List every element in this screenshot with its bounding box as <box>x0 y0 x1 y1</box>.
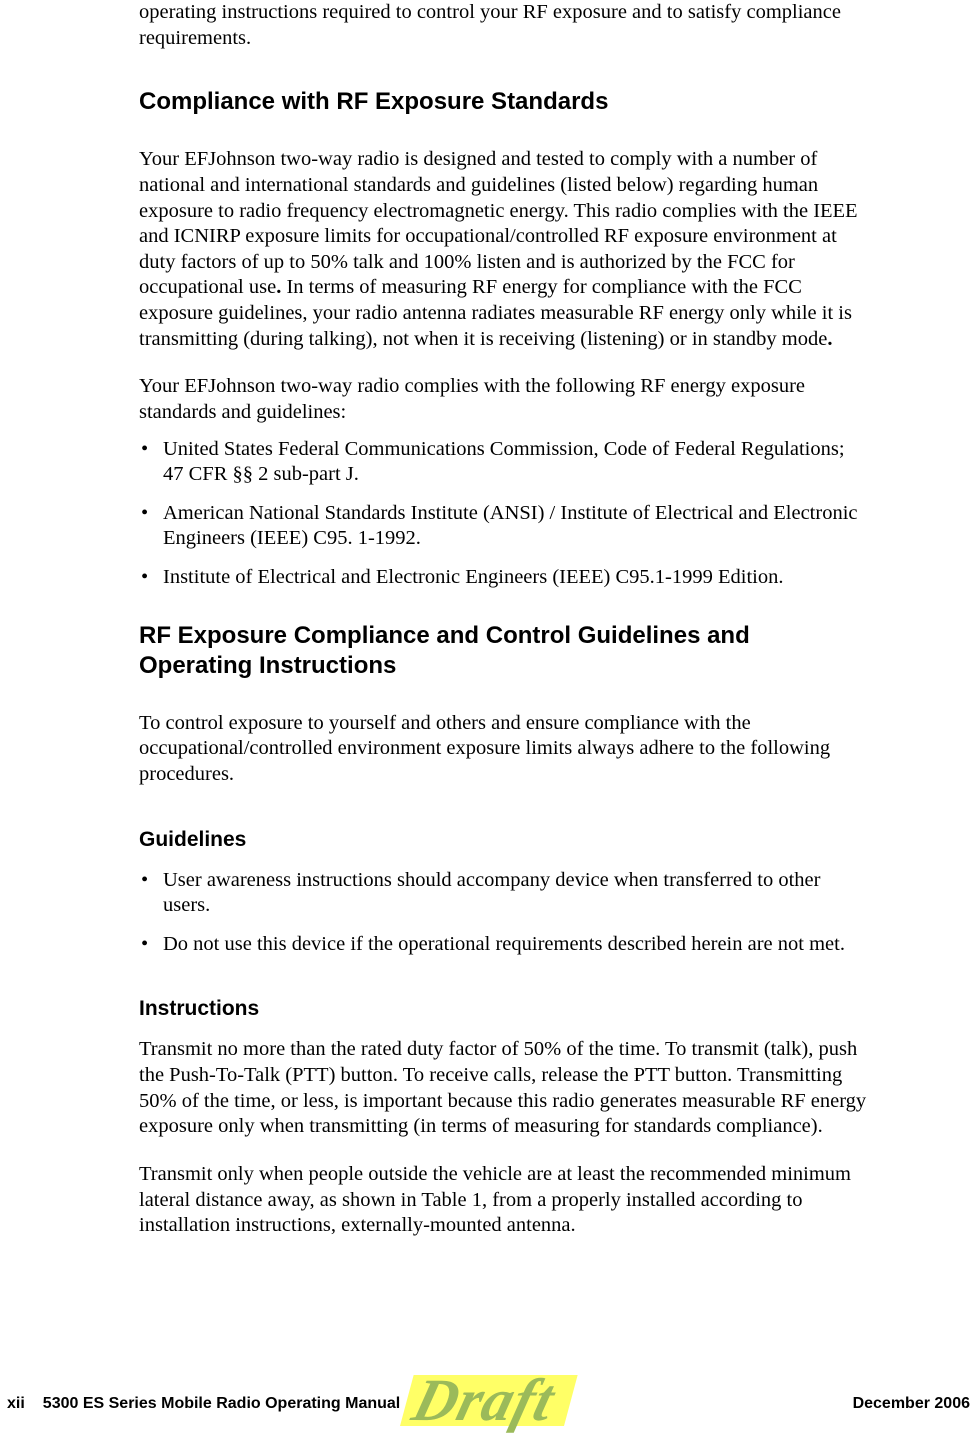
manual-title: 5300 ES Series Mobile Radio Operating Ma… <box>43 1395 400 1413</box>
instructions-paragraph-1: Transmit no more than the rated duty fac… <box>139 1037 867 1140</box>
instructions-paragraph-2: Transmit only when people outside the ve… <box>139 1162 867 1239</box>
list-item: User awareness instructions should accom… <box>139 868 867 919</box>
list-item: United States Federal Communications Com… <box>139 437 867 488</box>
guidelines-bullet-list: User awareness instructions should accom… <box>139 868 867 958</box>
list-item: American National Standards Institute (A… <box>139 501 867 552</box>
page-number: xii <box>7 1395 25 1413</box>
intro-paragraph: operating instructions required to contr… <box>139 0 867 51</box>
footer-left: xii 5300 ES Series Mobile Radio Operatin… <box>7 1395 400 1413</box>
standards-bullet-list: United States Federal Communications Com… <box>139 437 867 591</box>
compliance-paragraph-1: Your EFJohnson two-way radio is designed… <box>139 147 867 352</box>
section-heading-rf-exposure: RF Exposure Compliance and Control Guide… <box>139 621 867 681</box>
rf-exposure-intro-paragraph: To control exposure to yourself and othe… <box>139 711 867 788</box>
subsection-heading-guidelines: Guidelines <box>139 828 867 852</box>
draft-watermark: Draft <box>399 1375 577 1426</box>
section-heading-compliance: Compliance with RF Exposure Standards <box>139 87 867 117</box>
subsection-heading-instructions: Instructions <box>139 997 867 1021</box>
compliance-p1-bold2: . <box>827 328 832 350</box>
footer-date: December 2006 <box>853 1395 970 1413</box>
list-item: Do not use this device if the operationa… <box>139 932 867 958</box>
compliance-paragraph-2: Your EFJohnson two-way radio complies wi… <box>139 374 867 425</box>
list-item: Institute of Electrical and Electronic E… <box>139 565 867 591</box>
